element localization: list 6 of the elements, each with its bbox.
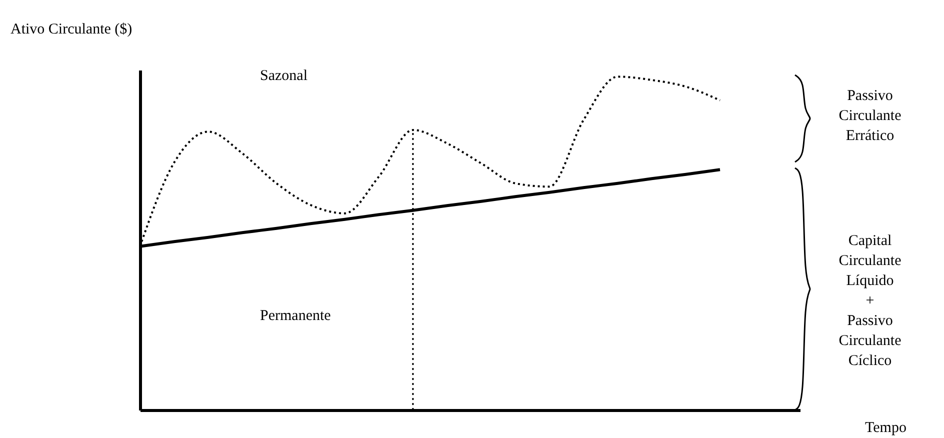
text: Capital Circulante Líquido + Passivo Circulante Cíclico (838, 233, 902, 369)
y-axis-title: Ativo Circulante ($) (10, 22, 132, 38)
annotation: Permanente (260, 308, 332, 324)
annotation: Sazonal (260, 68, 308, 84)
text: Tempo (865, 420, 906, 436)
text: Passivo Circulante Errático (838, 88, 902, 144)
